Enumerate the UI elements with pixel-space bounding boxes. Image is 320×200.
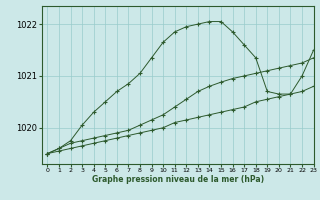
X-axis label: Graphe pression niveau de la mer (hPa): Graphe pression niveau de la mer (hPa) [92, 175, 264, 184]
